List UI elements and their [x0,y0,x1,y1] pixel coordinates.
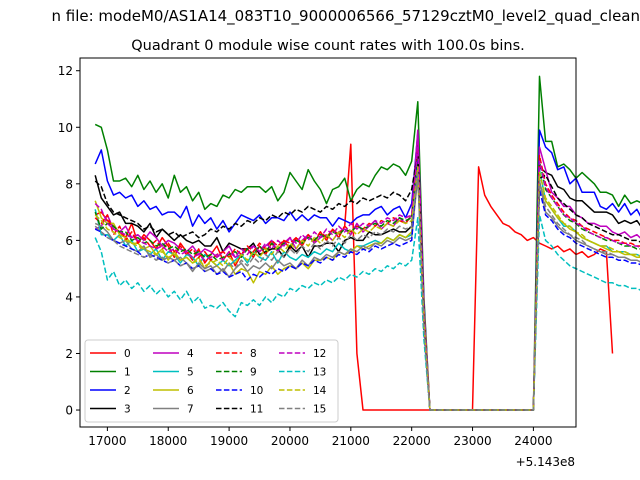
x-tick-label: 21000 [332,434,370,448]
legend-label-2: 2 [124,385,131,397]
x-tick-label: 24000 [514,434,552,448]
y-tick-label: 6 [65,234,73,248]
legend-label-8: 8 [250,348,257,360]
legend-label-1: 1 [124,367,131,379]
series-line-13 [94,214,640,411]
series-line-6 [94,177,640,411]
x-offset-label: +5.143e8 [516,455,575,469]
axes-frame [79,57,577,428]
legend-label-7: 7 [187,404,194,416]
legend-label-14: 14 [313,385,327,397]
series-line-10 [94,160,640,411]
legend-label-10: 10 [250,385,263,397]
legend-label-5: 5 [187,367,194,379]
suptitle-text: n file: modeM0/AS1A14_083T10_9000006566_… [51,7,640,25]
legend-label-0: 0 [124,348,131,360]
legend-label-6: 6 [187,385,194,397]
series-line-11 [94,151,640,411]
legend-label-9: 9 [250,367,257,379]
x-tick-label: 17000 [88,434,126,448]
x-tick-label: 20000 [271,434,309,448]
x-tick-label: 22000 [393,434,431,448]
y-axis: 0 2 4 6 8 10 12 [58,64,80,418]
legend-label-15: 15 [313,404,326,416]
plot-area [94,75,640,411]
x-axis: 17000 18000 19000 20000 21000 22000 23000 24000 [88,427,552,448]
y-tick-label: 10 [58,121,73,135]
y-tick-label: 2 [65,347,73,361]
series-line-8 [94,149,640,411]
series-line-12 [94,146,640,411]
y-tick-label: 8 [65,177,73,191]
series-line-15 [94,171,640,411]
x-tick-label: 18000 [149,434,187,448]
legend-label-13: 13 [313,367,326,379]
figure-suptitle: n file: modeM0/AS1A14_083T10_9000006566_… [0,7,640,29]
legend-label-11: 11 [250,404,263,416]
chart-title: Quadrant 0 module wise count rates with … [131,38,525,54]
y-tick-label: 4 [65,290,73,304]
legend-box [84,339,339,423]
series-line-2 [94,129,640,411]
x-tick-label: 23000 [453,434,491,448]
y-tick-label: 12 [58,64,73,78]
y-tick-label: 0 [65,404,73,418]
series-line-1 [94,75,640,411]
x-tick-label: 19000 [210,434,248,448]
legend-label-3: 3 [124,404,131,416]
legend-label-4: 4 [187,348,194,360]
series-line-14 [94,166,640,411]
legend-label-12: 12 [313,348,326,360]
